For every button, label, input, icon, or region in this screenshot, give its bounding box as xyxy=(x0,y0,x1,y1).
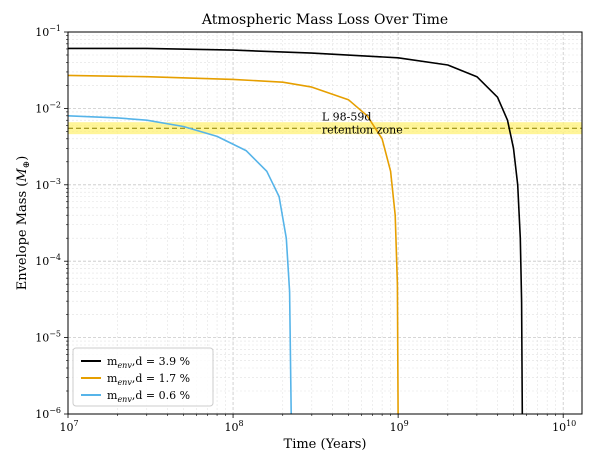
chart-title: Atmospheric Mass Loss Over Time xyxy=(201,12,448,28)
retention-band xyxy=(68,122,582,135)
y-axis-label: Envelope Mass (M⊕) xyxy=(15,156,32,291)
tick-base: 10 xyxy=(35,179,49,192)
y-axis-label-symbol: M xyxy=(15,168,30,183)
y-tick-label: 10−4 xyxy=(35,253,61,268)
tick-exponent: −5 xyxy=(49,330,61,339)
tick-exponent: −3 xyxy=(49,177,61,186)
y-axis-label-subscript: ⊕ xyxy=(22,161,32,169)
x-axis-label: Time (Years) xyxy=(284,437,367,452)
tick-base: 10 xyxy=(35,26,49,39)
series-line-3 xyxy=(67,115,292,415)
tick-exponent: 7 xyxy=(73,419,78,428)
legend-entry: menv,d = 0.6 % xyxy=(107,389,190,404)
tick-base: 10 xyxy=(225,421,239,434)
series-line-2 xyxy=(67,74,399,415)
band-annotation-line: retention zone xyxy=(322,123,403,136)
tick-base: 10 xyxy=(390,421,404,434)
legend-entry: menv,d = 1.7 % xyxy=(107,372,190,387)
tick-base: 10 xyxy=(35,102,49,115)
legend-entry: menv,d = 3.9 % xyxy=(107,355,190,370)
x-tick-label: 107 xyxy=(59,419,78,434)
band-annotation-line: L 98-59d xyxy=(322,110,372,123)
tick-exponent: −6 xyxy=(49,406,61,415)
tick-base: 10 xyxy=(35,255,49,268)
x-tick-label: 109 xyxy=(390,419,409,434)
y-tick-label: 10−3 xyxy=(35,177,61,192)
tick-base: 10 xyxy=(35,332,49,345)
tick-exponent: 9 xyxy=(404,419,409,428)
series-lines xyxy=(67,47,524,415)
plot-frame xyxy=(67,31,583,415)
tick-exponent: −2 xyxy=(49,100,61,109)
tick-exponent: 8 xyxy=(239,419,244,428)
tick-exponent: 10 xyxy=(566,419,576,428)
y-tick-label: 10−5 xyxy=(35,330,61,345)
x-tick-label: 1010 xyxy=(552,419,576,434)
legend-box xyxy=(72,347,214,407)
tick-base: 10 xyxy=(35,408,49,421)
y-tick-label: 10−2 xyxy=(35,100,61,115)
y-axis-label-main: Envelope Mass ( xyxy=(15,182,30,291)
y-tick-label: 10−1 xyxy=(35,24,61,39)
tick-exponent: −4 xyxy=(49,253,61,262)
y-tick-label: 10−6 xyxy=(35,406,61,421)
tick-base: 10 xyxy=(59,421,73,434)
x-tick-label: 108 xyxy=(225,419,244,434)
legend: menv,d = 3.9 % menv,d = 1.7 % menv,d = 0.6… xyxy=(72,347,214,407)
tick-base: 10 xyxy=(552,421,566,434)
y-axis-label-close: ) xyxy=(15,156,30,161)
tick-exponent: −1 xyxy=(49,24,61,33)
series-line-1 xyxy=(68,47,524,415)
